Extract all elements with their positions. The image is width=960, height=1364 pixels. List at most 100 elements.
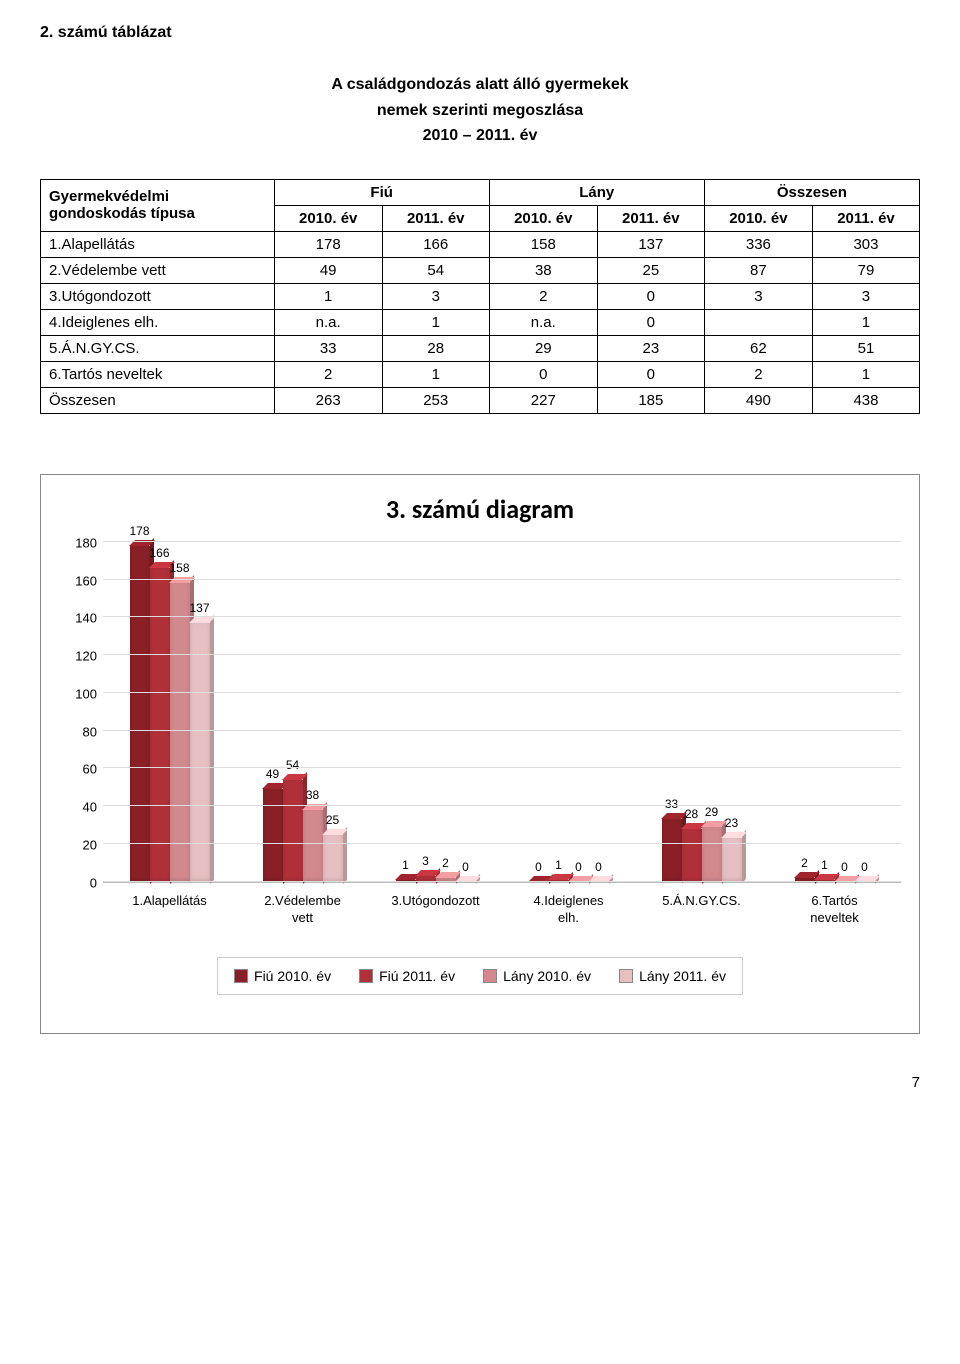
legend-label: Fiú 2010. év <box>254 968 331 984</box>
table-row: 4.Ideiglenes elh.n.a.1n.a.01 <box>41 309 920 335</box>
y-tick-label: 140 <box>75 611 97 626</box>
row-label: 5.Á.N.GY.CS. <box>41 335 275 361</box>
chart-y-axis: 020406080100120140160180 <box>59 543 103 883</box>
bar-value-label: 178 <box>129 524 149 538</box>
row-label: Összesen <box>41 387 275 413</box>
table-cell: 336 <box>704 231 812 257</box>
table-cell: 0 <box>597 283 704 309</box>
bar-value-label: 2 <box>801 856 808 870</box>
legend-item: Fiú 2010. év <box>234 968 331 984</box>
bar-value-label: 54 <box>286 758 299 772</box>
chart-bar: 38 <box>303 810 323 882</box>
subh-2: 2010. év <box>489 205 597 231</box>
chart-bar: 178 <box>130 546 150 882</box>
x-category-label: 5.Á.N.GY.CS. <box>635 883 768 927</box>
bar-value-label: 0 <box>595 860 602 874</box>
chart-bar: 49 <box>263 789 283 882</box>
table-cell: 28 <box>382 335 489 361</box>
title-line-1: A családgondozás alatt álló gyermekek <box>40 72 920 98</box>
table-cell: 1 <box>382 361 489 387</box>
table-row: 6.Tartós neveltek210021 <box>41 361 920 387</box>
table-cell: 3 <box>382 283 489 309</box>
legend-item: Lány 2010. év <box>483 968 591 984</box>
table-cell: 87 <box>704 257 812 283</box>
table-cell: 2 <box>274 361 382 387</box>
table-cell: 158 <box>489 231 597 257</box>
bar-value-label: 0 <box>535 860 542 874</box>
bar-value-label: 23 <box>725 816 738 830</box>
bar-value-label: 28 <box>685 807 698 821</box>
chart-bar-group: 178166158137 <box>103 543 236 882</box>
y-tick-label: 60 <box>83 762 97 777</box>
subh-3: 2011. év <box>597 205 704 231</box>
table-row: Összesen263253227185490438 <box>41 387 920 413</box>
chart-bar: 23 <box>722 838 742 881</box>
chart-bar: 166 <box>150 568 170 882</box>
table-title-block: A családgondozás alatt álló gyermekek ne… <box>40 72 920 149</box>
subh-1: 2011. év <box>382 205 489 231</box>
table-row: 5.Á.N.GY.CS.332829236251 <box>41 335 920 361</box>
bar-value-label: 49 <box>266 767 279 781</box>
bar-value-label: 1 <box>821 858 828 872</box>
bar-value-label: 0 <box>861 860 868 874</box>
table-heading: 2. számú táblázat <box>40 24 920 42</box>
bar-value-label: 137 <box>189 601 209 615</box>
table-row: 1.Alapellátás178166158137336303 <box>41 231 920 257</box>
bar-value-label: 0 <box>841 860 848 874</box>
bar-value-label: 1 <box>555 858 562 872</box>
x-category-label: 2.Védelembevett <box>236 883 369 927</box>
table-cell <box>704 309 812 335</box>
chart-bar: 54 <box>283 780 303 882</box>
page-number: 7 <box>40 1074 920 1091</box>
y-tick-label: 160 <box>75 573 97 588</box>
table-cell: 33 <box>274 335 382 361</box>
chart-container: 3. számú diagram 02040608010012014016018… <box>40 474 920 1034</box>
table-cell: 227 <box>489 387 597 413</box>
data-table: Gyermekvédelmi gondoskodás típusa Fiú Lá… <box>40 179 920 414</box>
legend-swatch <box>619 969 633 983</box>
bar-value-label: 166 <box>149 546 169 560</box>
table-cell: 1 <box>812 361 919 387</box>
y-tick-label: 20 <box>83 838 97 853</box>
chart-plot: 1781661581374954382513200100332829232100 <box>103 543 901 883</box>
row-label: 2.Védelembe vett <box>41 257 275 283</box>
table-cell: 438 <box>812 387 919 413</box>
table-cell: 1 <box>382 309 489 335</box>
row-label: 1.Alapellátás <box>41 231 275 257</box>
table-cell: 23 <box>597 335 704 361</box>
table-cell: n.a. <box>489 309 597 335</box>
legend-swatch <box>483 969 497 983</box>
table-cell: 490 <box>704 387 812 413</box>
chart-bar-group: 2100 <box>768 543 901 882</box>
chart-bar-group: 33282923 <box>635 543 768 882</box>
table-cell: 303 <box>812 231 919 257</box>
table-cell: 2 <box>704 361 812 387</box>
y-tick-label: 100 <box>75 686 97 701</box>
y-tick-label: 0 <box>90 875 97 890</box>
legend-swatch <box>359 969 373 983</box>
table-cell: 49 <box>274 257 382 283</box>
table-cell: 54 <box>382 257 489 283</box>
table-cell: n.a. <box>274 309 382 335</box>
table-cell: 263 <box>274 387 382 413</box>
corner-header: Gyermekvédelmi gondoskodás típusa <box>41 179 275 231</box>
y-tick-label: 40 <box>83 800 97 815</box>
y-tick-label: 120 <box>75 649 97 664</box>
table-cell: 0 <box>489 361 597 387</box>
table-cell: 253 <box>382 387 489 413</box>
row-label: 3.Utógondozott <box>41 283 275 309</box>
table-cell: 79 <box>812 257 919 283</box>
chart-bar: 29 <box>702 827 722 882</box>
subh-5: 2011. év <box>812 205 919 231</box>
table-cell: 3 <box>704 283 812 309</box>
title-line-2: nemek szerinti megoszlása <box>40 98 920 124</box>
x-category-label: 1.Alapellátás <box>103 883 236 927</box>
group-header-fiu: Fiú <box>274 179 489 205</box>
row-label: 4.Ideiglenes elh. <box>41 309 275 335</box>
table-cell: 137 <box>597 231 704 257</box>
table-cell: 51 <box>812 335 919 361</box>
table-cell: 29 <box>489 335 597 361</box>
chart-legend: Fiú 2010. évFiú 2011. évLány 2010. évLán… <box>217 957 743 995</box>
chart-bar: 28 <box>682 829 702 882</box>
bar-value-label: 0 <box>575 860 582 874</box>
